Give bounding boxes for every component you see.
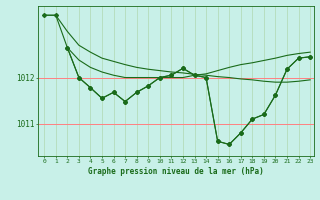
X-axis label: Graphe pression niveau de la mer (hPa): Graphe pression niveau de la mer (hPa) [88, 167, 264, 176]
